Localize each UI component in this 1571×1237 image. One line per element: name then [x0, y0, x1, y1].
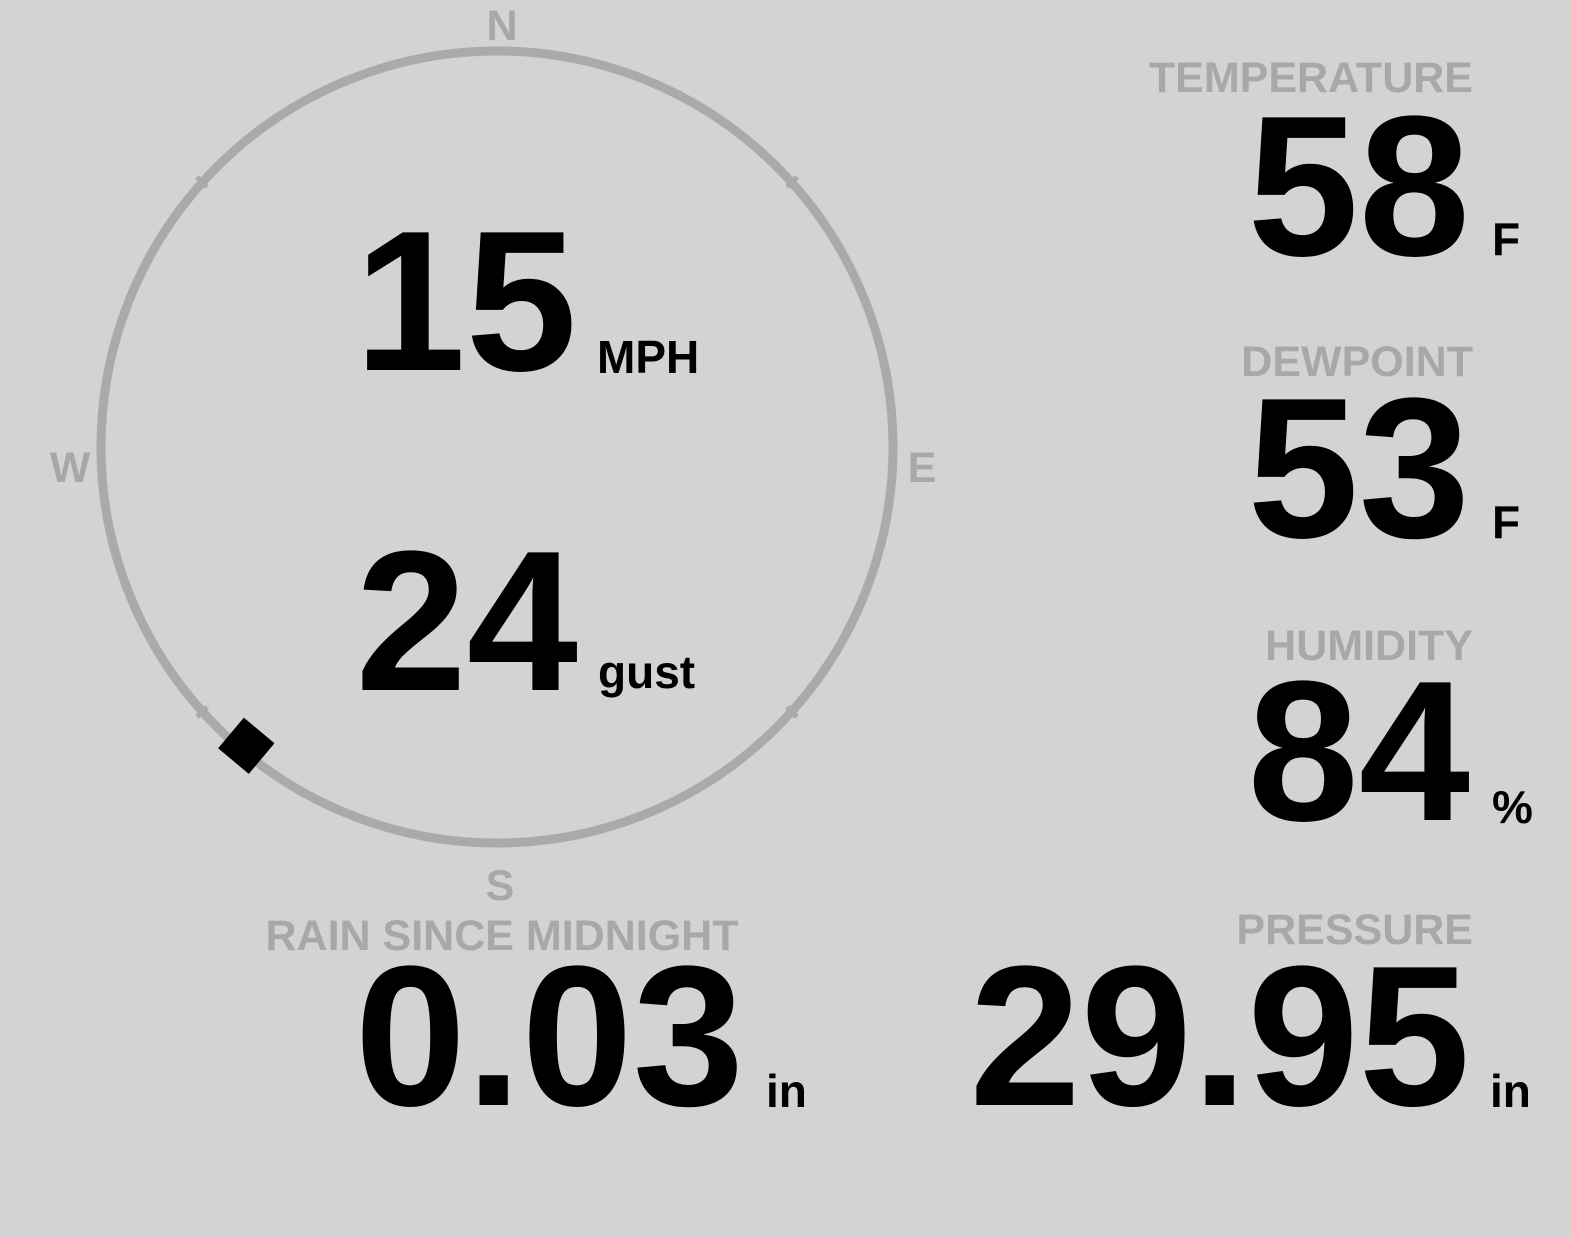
temperature-value: 58: [1248, 75, 1470, 298]
notch: [195, 175, 209, 189]
dewpoint-unit: F: [1492, 496, 1520, 548]
notch: [195, 705, 209, 719]
compass-e: E: [908, 444, 937, 492]
rain-label: RAIN SINCE MIDNIGHT: [266, 912, 739, 960]
compass-w: W: [50, 444, 91, 492]
humidity-value: 84: [1248, 640, 1470, 863]
notch: [785, 175, 799, 189]
pressure-label: PRESSURE: [1236, 906, 1473, 954]
temperature-label: TEMPERATURE: [1149, 54, 1473, 102]
compass-ring: [96, 46, 898, 848]
wind-gust: 24: [356, 510, 578, 733]
compass-notches: [195, 175, 799, 719]
wind-speed-unit: MPH: [597, 331, 699, 383]
wind-gust-label: gust: [598, 646, 695, 698]
pressure-value: 29.95: [970, 925, 1471, 1148]
compass-s: S: [486, 862, 515, 910]
notch: [785, 705, 799, 719]
dewpoint-label: DEWPOINT: [1241, 338, 1473, 386]
humidity-label: HUMIDITY: [1265, 622, 1473, 670]
rain-unit: in: [766, 1065, 807, 1117]
humidity-unit: %: [1492, 781, 1533, 833]
rain-value: 0.03: [355, 925, 744, 1148]
dewpoint-value: 53: [1248, 357, 1470, 580]
compass-n: N: [486, 2, 517, 50]
pressure-unit: in: [1490, 1065, 1531, 1117]
wind-direction-marker: [218, 717, 275, 774]
wind-speed: 15: [355, 190, 577, 413]
temperature-unit: F: [1492, 213, 1520, 265]
